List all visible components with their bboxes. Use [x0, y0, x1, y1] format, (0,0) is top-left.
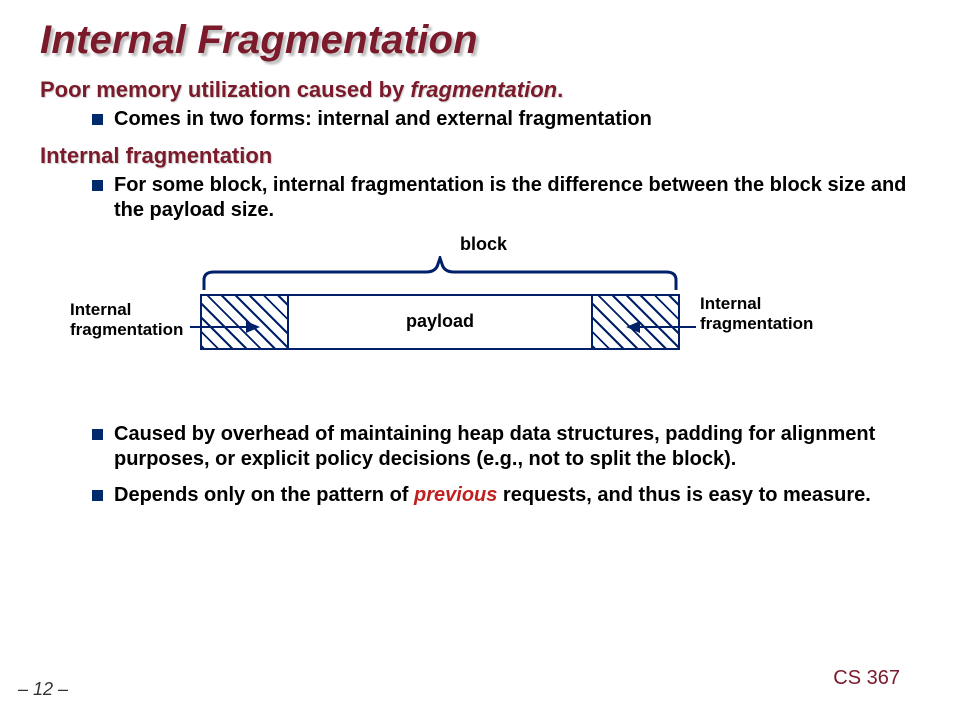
arrow-left-icon [626, 320, 696, 334]
diagram-block-label: block [460, 234, 507, 255]
bullet-item: For some block, internal fragmentation i… [92, 173, 920, 224]
label-line: fragmentation [700, 314, 813, 333]
bullet-list-3: Caused by overhead of maintaining heap d… [40, 422, 920, 509]
bullet-list-2: For some block, internal fragmentation i… [40, 173, 920, 224]
block-diagram: block Internal fragmentation payload Int… [90, 234, 870, 404]
bullet-item: Comes in two forms: internal and externa… [92, 107, 920, 133]
diagram-right-label: Internal fragmentation [700, 294, 850, 335]
label-line: fragmentation [70, 320, 183, 339]
label-line: Internal [70, 300, 131, 319]
heading-text-emph: fragmentation [410, 77, 557, 102]
heading-fragmentation: Poor memory utilization caused by fragme… [40, 77, 920, 103]
diagram-hatched-left [202, 296, 289, 348]
bullet-text-suffix: requests, and thus is easy to measure. [497, 484, 870, 506]
slide-title: Internal Fragmentation [40, 18, 920, 63]
diagram-payload-label: payload [289, 296, 591, 348]
bullet-item: Caused by overhead of maintaining heap d… [92, 422, 920, 473]
heading-text-prefix: Poor memory utilization caused by [40, 77, 410, 102]
heading-internal-frag: Internal fragmentation [40, 143, 920, 169]
brace-icon [200, 256, 680, 292]
bullet-list-1: Comes in two forms: internal and externa… [40, 107, 920, 133]
bullet-text-emph: previous [414, 484, 497, 506]
bullet-item: Depends only on the pattern of previous … [92, 483, 920, 509]
bullet-text-prefix: Depends only on the pattern of [114, 484, 414, 506]
heading-text-suffix: . [557, 77, 563, 102]
course-code: CS 367 [833, 667, 900, 690]
label-line: Internal [700, 294, 761, 313]
page-number: – 12 – [18, 679, 68, 700]
diagram-block-box: payload [200, 294, 680, 350]
slide: Internal Fragmentation Poor memory utili… [0, 0, 960, 720]
diagram-left-label: Internal fragmentation [70, 300, 190, 341]
